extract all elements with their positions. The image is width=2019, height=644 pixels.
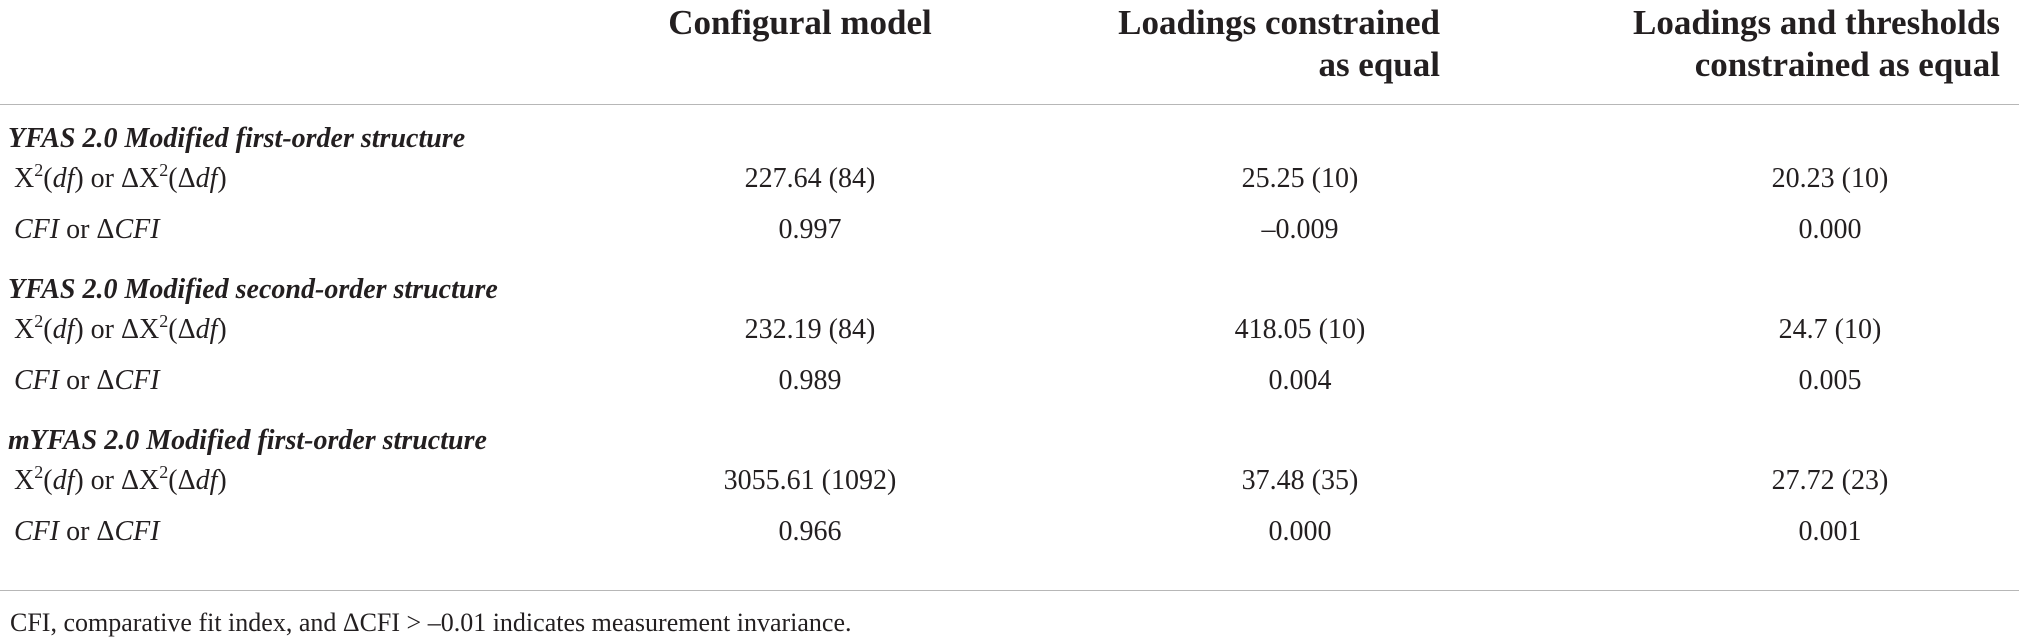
table-footnote: CFI, comparative fit index, and ΔCFI > –…	[10, 608, 852, 637]
table-cell: 0.966	[778, 515, 842, 547]
column-header-loadings-thresholds: Loadings and thresholds constrained as e…	[1632, 3, 2000, 84]
table-cell: 418.05 (10)	[1234, 314, 1366, 345]
column-header-loadings: Loadings constrained as equal	[1118, 3, 1440, 84]
table-cell: 0.989	[778, 364, 842, 396]
table-row: X2(df) or ΔX2(Δdf) 3055.61 (1092) 37.48 …	[0, 457, 2019, 508]
row-label-chi-square: X2(df) or ΔX2(Δdf)	[14, 160, 227, 194]
section-header: mYFAS 2.0 Modified first-order structure	[0, 407, 2019, 457]
section-title: YFAS 2.0 Modified first-order structure	[8, 123, 466, 154]
table-bottom-rule	[0, 590, 2019, 591]
section-header: YFAS 2.0 Modified second-order structure	[0, 256, 2019, 306]
table-row: CFI or ΔCFI 0.966 0.000 0.001	[0, 508, 2019, 559]
table-row: X2(df) or ΔX2(Δdf) 227.64 (84) 25.25 (10…	[0, 155, 2019, 206]
table-row: CFI or ΔCFI 0.997 –0.009 0.000	[0, 206, 2019, 257]
section-header: YFAS 2.0 Modified first-order structure	[0, 105, 2019, 155]
row-label-cfi: CFI or ΔCFI	[14, 213, 160, 245]
table-cell: 0.000	[1268, 515, 1332, 547]
row-label-chi-square: X2(df) or ΔX2(Δdf)	[14, 462, 227, 496]
table-cell: –0.009	[1261, 213, 1339, 245]
table-header: Configural model Loadings constrained as…	[0, 0, 2019, 105]
row-label-chi-square: X2(df) or ΔX2(Δdf)	[14, 311, 227, 345]
table-cell: 227.64 (84)	[744, 163, 876, 194]
table-cell: 0.001	[1798, 515, 1862, 547]
table-cell: 0.997	[778, 213, 842, 245]
column-header-configural: Configural model	[668, 3, 932, 42]
fit-indices-table: Configural model Loadings constrained as…	[0, 0, 2019, 559]
table-cell: 0.005	[1798, 364, 1862, 396]
row-label-cfi: CFI or ΔCFI	[14, 364, 160, 396]
table-row: CFI or ΔCFI 0.989 0.004 0.005	[0, 357, 2019, 408]
table-cell: 20.23 (10)	[1771, 163, 1889, 194]
row-label-cfi: CFI or ΔCFI	[14, 515, 160, 547]
section-title: YFAS 2.0 Modified second-order structure	[8, 274, 498, 305]
table-cell: 3055.61 (1092)	[723, 465, 897, 496]
table-cell: 37.48 (35)	[1241, 465, 1359, 496]
table-cell: 24.7 (10)	[1778, 314, 1882, 345]
table-cell: 27.72 (23)	[1771, 465, 1889, 496]
table-cell: 232.19 (84)	[744, 314, 876, 345]
table-row: X2(df) or ΔX2(Δdf) 232.19 (84) 418.05 (1…	[0, 306, 2019, 357]
table-cell: 25.25 (10)	[1241, 163, 1359, 194]
table-cell: 0.000	[1798, 213, 1862, 245]
section-title: mYFAS 2.0 Modified first-order structure	[8, 425, 487, 456]
table-cell: 0.004	[1268, 364, 1332, 396]
